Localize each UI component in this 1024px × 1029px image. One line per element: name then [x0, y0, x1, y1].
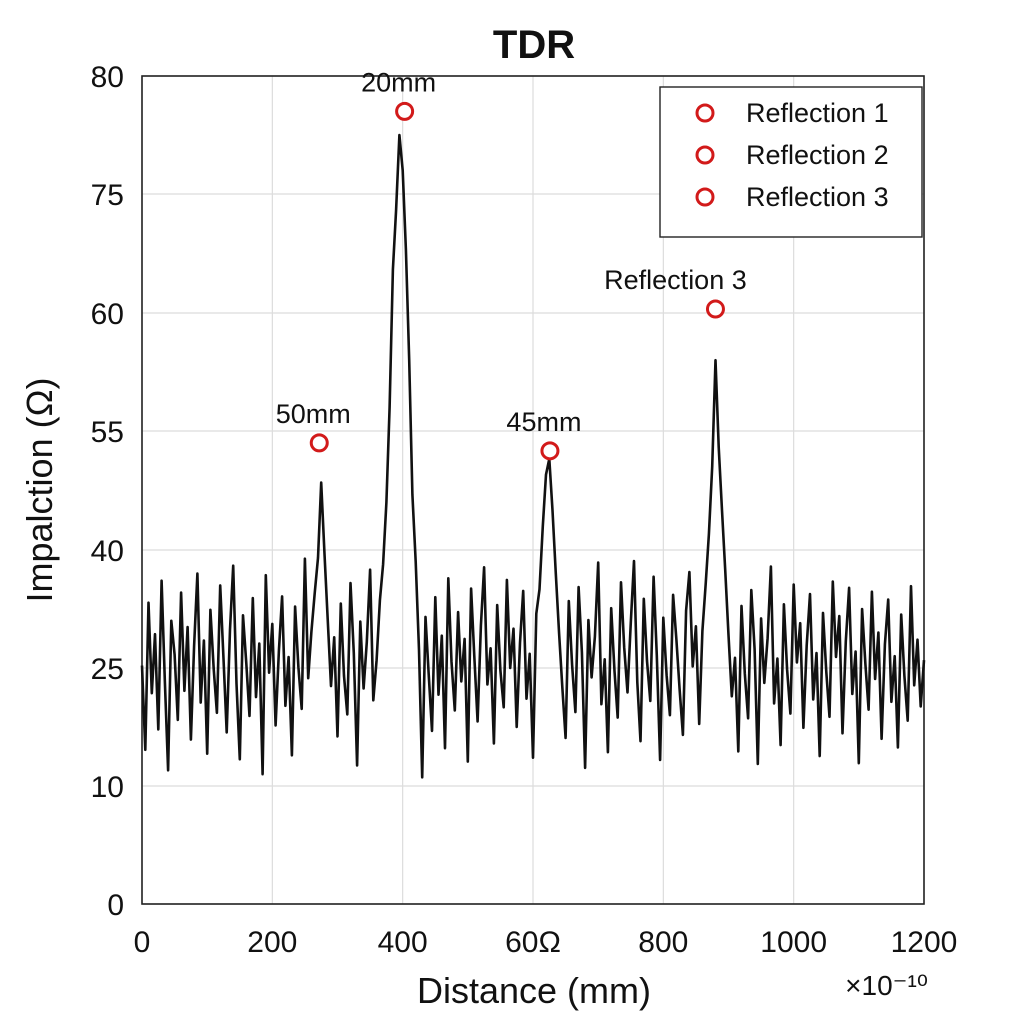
y-tick-label: 75 [91, 179, 124, 212]
legend-marker [695, 103, 715, 123]
reflection-marker [705, 299, 725, 319]
y-tick-label: 25 [91, 653, 124, 686]
x-axis-exponent: ×10⁻¹⁰ [845, 970, 928, 1001]
reflection-marker [395, 101, 415, 121]
y-tick-label: 0 [107, 889, 124, 922]
x-tick-label: 400 [378, 926, 428, 959]
x-tick-label: 1000 [760, 926, 827, 959]
x-tick-label: 60Ω [505, 926, 561, 959]
legend-label: Reflection 3 [746, 182, 889, 212]
y-tick-label: 80 [91, 61, 124, 94]
legend-marker [695, 187, 715, 207]
x-tick-label: 800 [638, 926, 688, 959]
chart-title: TDR [493, 23, 575, 67]
x-tick-label: 1200 [891, 926, 958, 959]
x-tick-label: 200 [247, 926, 297, 959]
legend: Reflection 1 Reflection 2 Reflection 3 [659, 86, 923, 238]
y-tick-label: 40 [91, 535, 124, 568]
y-tick-label: 55 [91, 416, 124, 449]
legend-label: Reflection 1 [746, 98, 889, 128]
marker-annotation: Reflection 3 [604, 265, 747, 295]
y-axis-label: Impalction (Ω) [19, 378, 60, 603]
plot-frame [141, 75, 925, 905]
marker-annotation: 45mm [506, 407, 581, 437]
y-tick-label: 10 [91, 771, 124, 804]
legend-marker [695, 145, 715, 165]
marker-annotation: 20mm [361, 67, 436, 97]
reflection-marker [309, 433, 329, 453]
x-tick-label: 0 [134, 926, 151, 959]
tick-labels: 0 200 400 60Ω 800 1000 1200 0 10 25 40 55 60 75 80 [91, 61, 958, 959]
series-line [140, 133, 926, 779]
marker-annotation: 50mm [276, 399, 351, 429]
y-tick-label: 60 [91, 298, 124, 331]
series-layer [140, 133, 926, 779]
marker-layer: 50mm 20mm 45mm Reflection 3 [276, 67, 747, 461]
x-axis-label: Distance (mm) [417, 970, 651, 1011]
reflection-marker [540, 441, 560, 461]
legend-label: Reflection 2 [746, 140, 889, 170]
